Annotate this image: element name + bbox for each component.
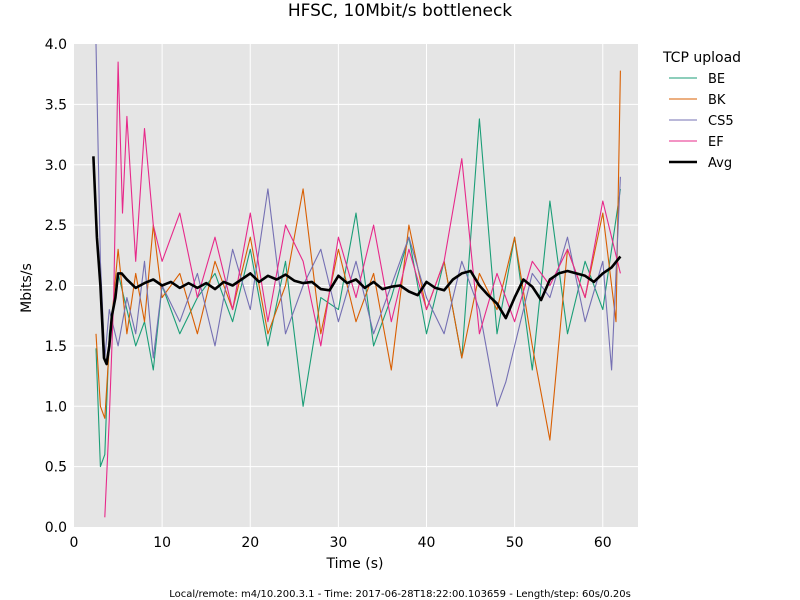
legend-label: BE bbox=[708, 72, 725, 87]
x-tick-labels: 0 10 20 30 40 50 60 bbox=[70, 535, 612, 551]
y-tick-label: 2.0 bbox=[45, 279, 67, 295]
y-axis-label: Mbits/s bbox=[19, 263, 35, 313]
x-tick-label: 40 bbox=[418, 535, 436, 551]
x-tick-label: 60 bbox=[594, 535, 612, 551]
legend-title: TCP upload bbox=[662, 50, 741, 66]
x-tick-label: 30 bbox=[329, 535, 347, 551]
y-tick-label: 2.5 bbox=[45, 218, 67, 234]
chart-title: HFSC, 10Mbit/s bottleneck bbox=[288, 1, 512, 21]
y-tick-label: 1.5 bbox=[45, 339, 67, 355]
legend-label: EF bbox=[708, 135, 724, 150]
x-tick-label: 20 bbox=[241, 535, 259, 551]
series-line-avg bbox=[92, 156, 622, 366]
x-tick-label: 0 bbox=[70, 535, 79, 551]
y-tick-label: 0.0 bbox=[45, 520, 67, 536]
y-tick-label: 3.5 bbox=[45, 97, 67, 113]
legend-label: BK bbox=[708, 93, 726, 108]
series-layer bbox=[92, 43, 622, 518]
series-line-bk bbox=[95, 70, 621, 441]
series-line-be bbox=[95, 118, 621, 468]
y-tick-label: 4.0 bbox=[45, 37, 67, 53]
y-tick-labels: 0.0 0.5 1.0 1.5 2.0 2.5 3.0 3.5 4.0 bbox=[45, 37, 67, 536]
grid-lines bbox=[74, 44, 638, 527]
y-tick-label: 1.0 bbox=[45, 399, 67, 415]
y-tick-label: 0.5 bbox=[45, 460, 67, 476]
series-line-ef bbox=[104, 61, 621, 518]
y-tick-label: 3.0 bbox=[45, 158, 67, 174]
legend: TCP upload BE BK CS5 EF Avg bbox=[662, 50, 741, 171]
legend-label: Avg bbox=[708, 156, 732, 171]
x-tick-label: 50 bbox=[506, 535, 524, 551]
legend-label: CS5 bbox=[708, 114, 734, 129]
x-tick-label: 10 bbox=[153, 535, 171, 551]
x-axis-label: Time (s) bbox=[326, 556, 384, 572]
footer-caption: Local/remote: m4/10.200.3.1 - Time: 2017… bbox=[169, 589, 631, 600]
